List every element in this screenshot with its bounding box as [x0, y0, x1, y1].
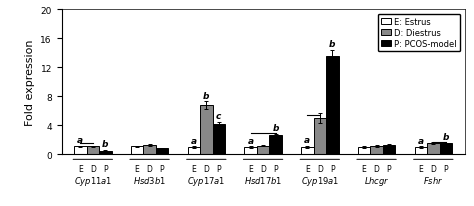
Bar — [99, 151, 111, 154]
Text: E: E — [362, 164, 366, 173]
Text: P: P — [444, 164, 448, 173]
Text: E: E — [135, 164, 139, 173]
Text: b: b — [329, 40, 336, 49]
Text: $\it{Hsd17b1}$: $\it{Hsd17b1}$ — [244, 174, 283, 185]
Text: P: P — [330, 164, 335, 173]
Bar — [427, 144, 439, 154]
Text: $\it{Cyp17a1}$: $\it{Cyp17a1}$ — [187, 174, 226, 187]
Text: a: a — [191, 136, 197, 145]
Bar — [143, 145, 156, 154]
Text: D: D — [146, 164, 153, 173]
Text: b: b — [203, 91, 210, 100]
Text: E: E — [248, 164, 253, 173]
Text: a: a — [304, 136, 310, 145]
Text: a: a — [77, 135, 83, 144]
Text: D: D — [260, 164, 266, 173]
Bar — [415, 147, 427, 154]
Bar — [74, 147, 87, 154]
Text: P: P — [160, 164, 164, 173]
Text: $\it{Cyp19a1}$: $\it{Cyp19a1}$ — [301, 174, 339, 187]
Text: P: P — [103, 164, 108, 173]
Legend: E: Estrus, D: Diestrus, P: PCOS-model: E: Estrus, D: Diestrus, P: PCOS-model — [378, 14, 460, 52]
Y-axis label: Fold expression: Fold expression — [25, 39, 35, 125]
Text: D: D — [430, 164, 436, 173]
Text: D: D — [203, 164, 209, 173]
Bar — [87, 147, 99, 154]
Bar — [257, 146, 269, 154]
Text: E: E — [305, 164, 310, 173]
Bar — [326, 57, 338, 154]
Bar — [370, 147, 383, 154]
Bar — [301, 147, 314, 154]
Bar — [200, 105, 212, 154]
Text: D: D — [374, 164, 380, 173]
Text: b: b — [102, 139, 109, 149]
Text: P: P — [217, 164, 221, 173]
Bar — [383, 145, 395, 154]
Text: a: a — [418, 136, 424, 145]
Text: P: P — [273, 164, 278, 173]
Text: $\it{Fshr}$: $\it{Fshr}$ — [423, 174, 444, 185]
Text: E: E — [78, 164, 83, 173]
Text: E: E — [419, 164, 423, 173]
Text: $\it{Cyp11a1}$: $\it{Cyp11a1}$ — [73, 174, 112, 187]
Text: D: D — [90, 164, 96, 173]
Text: P: P — [387, 164, 392, 173]
Text: b: b — [272, 123, 279, 132]
Text: E: E — [191, 164, 196, 173]
Bar — [244, 147, 257, 154]
Bar — [188, 147, 200, 154]
Bar — [156, 149, 168, 154]
Bar — [358, 147, 370, 154]
Text: $\it{Lhcgr}$: $\it{Lhcgr}$ — [364, 174, 390, 187]
Bar — [131, 147, 143, 154]
Text: b: b — [443, 132, 449, 141]
Text: a: a — [247, 136, 254, 145]
Text: c: c — [216, 112, 221, 121]
Text: D: D — [317, 164, 323, 173]
Text: $\it{Hsd3b1}$: $\it{Hsd3b1}$ — [133, 174, 166, 185]
Bar — [439, 144, 452, 154]
Bar — [314, 118, 326, 154]
Bar — [269, 135, 282, 154]
Bar — [212, 124, 225, 154]
